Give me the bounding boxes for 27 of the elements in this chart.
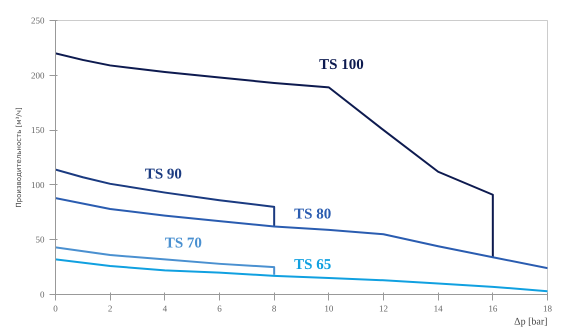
line-series	[56, 258, 548, 292]
x-tick-label: 12	[379, 304, 388, 314]
x-tick-label: 6	[217, 304, 222, 314]
y-tick-label: 0	[40, 290, 45, 300]
series-label: TS 80	[294, 206, 332, 223]
series-label: TS 100	[319, 56, 364, 73]
y-tick-label: 200	[31, 70, 45, 80]
y-tick-label: 100	[31, 180, 45, 190]
line-series	[56, 168, 276, 228]
line-series	[56, 197, 548, 270]
series-label: TS 90	[144, 166, 182, 183]
x-tick-label: 8	[272, 304, 277, 314]
y-tick-label: 150	[31, 125, 45, 136]
x-tick-label: 18	[543, 304, 552, 314]
series-label: TS 65	[294, 256, 332, 273]
x-tick-label: 4	[162, 304, 168, 314]
x-tick-label: 10	[324, 304, 334, 314]
series-label: TS 70	[164, 235, 202, 252]
x-tick-label: 14	[434, 304, 444, 314]
line-series	[56, 246, 276, 276]
line-series	[56, 52, 494, 258]
x-tick-label: 0	[53, 304, 58, 314]
x-axis-title: Δp [bar]	[514, 316, 548, 327]
y-tick-label: 50	[36, 234, 45, 245]
x-tick-label: 2	[108, 304, 112, 314]
x-tick-label: 16	[488, 304, 498, 314]
y-tick-label: 250	[31, 16, 45, 26]
